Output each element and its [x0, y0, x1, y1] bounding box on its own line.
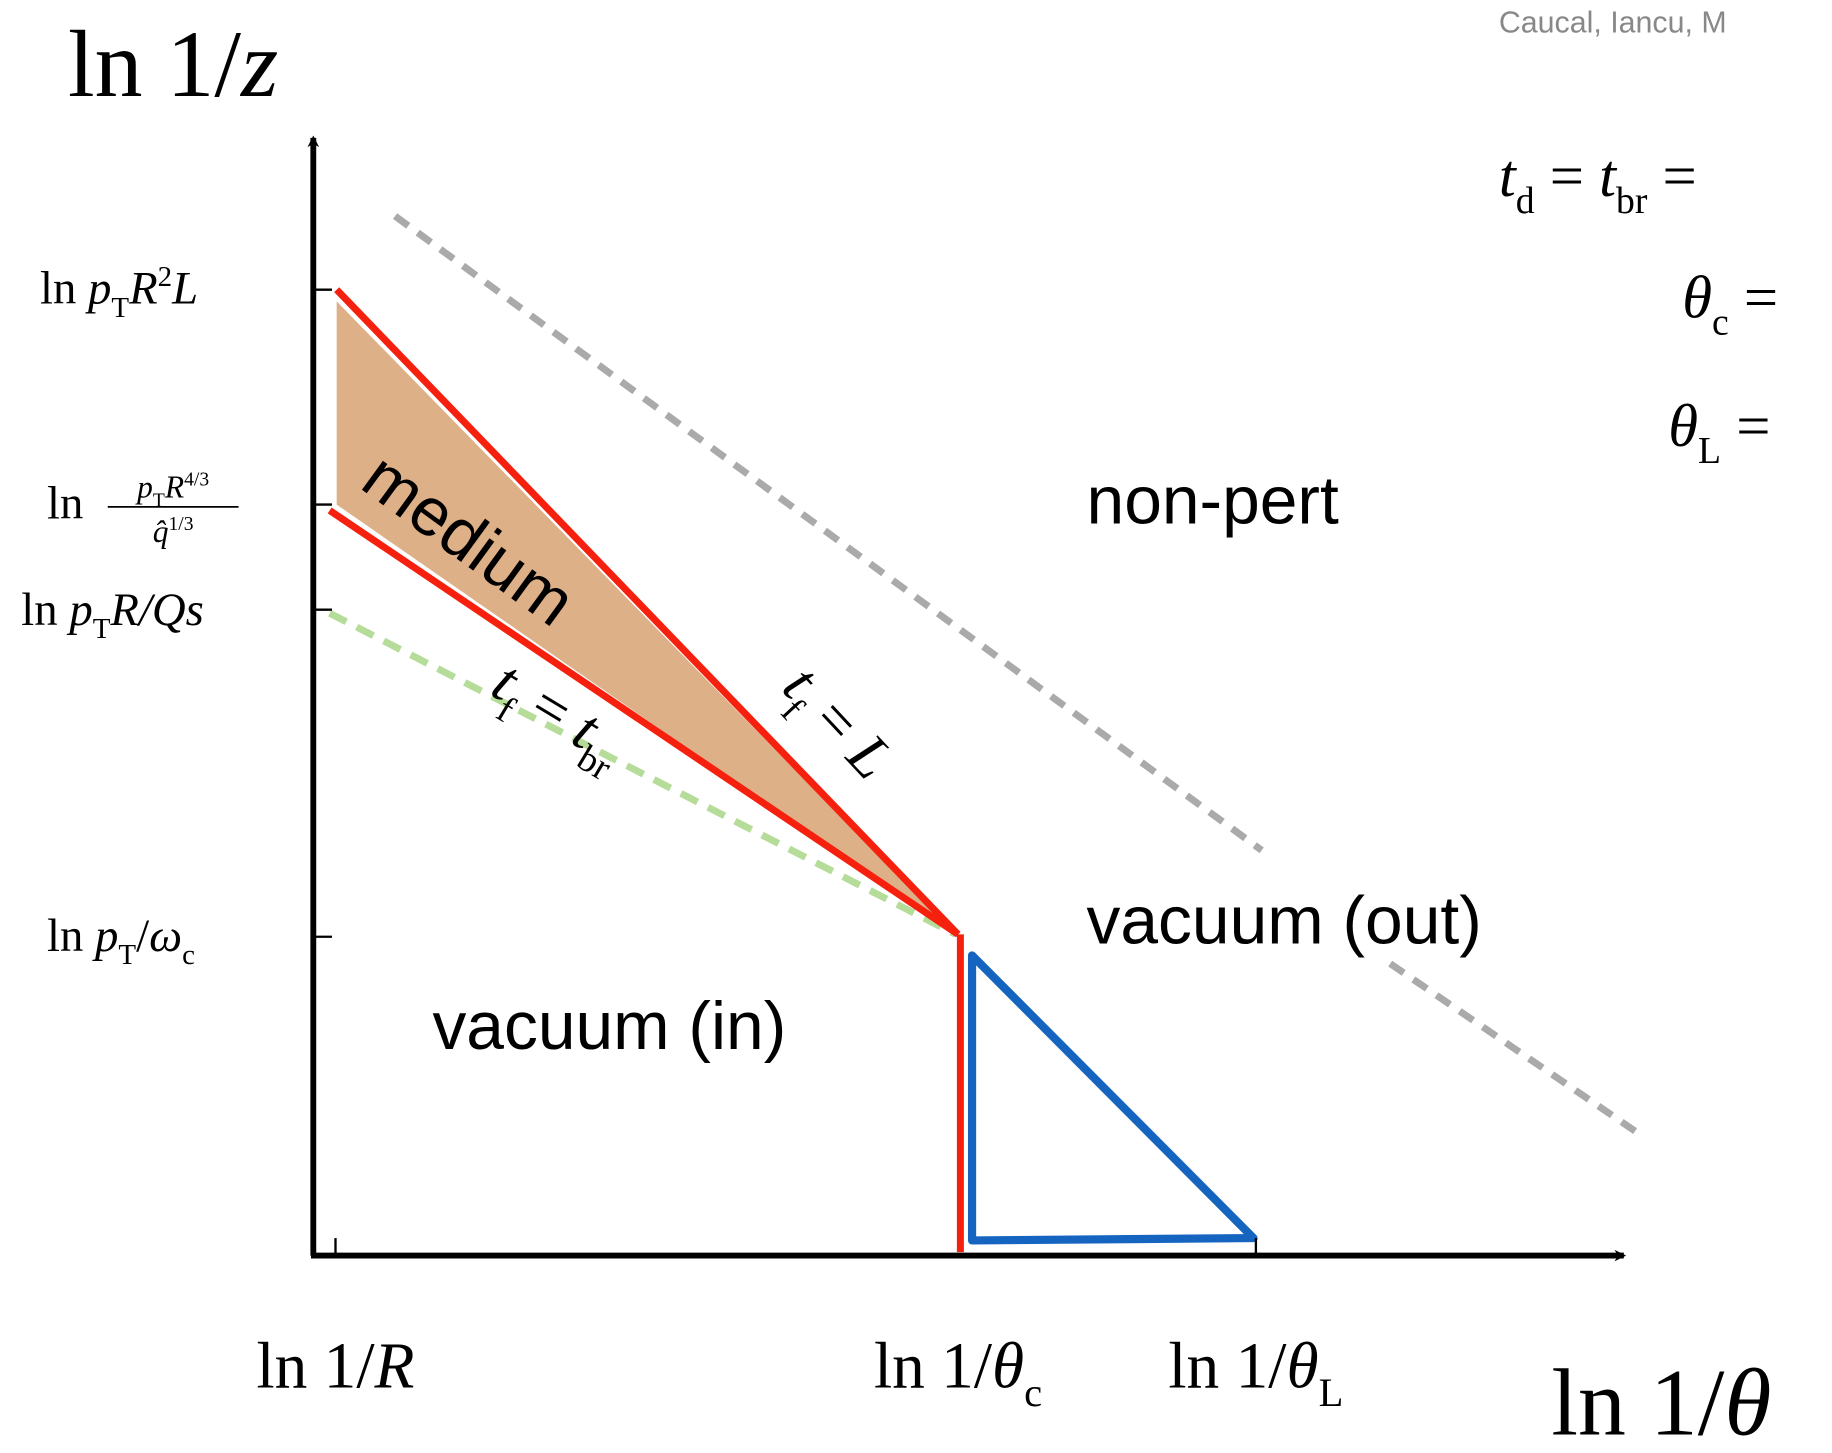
math-part: θ	[1668, 393, 1698, 460]
qs-line	[328, 610, 958, 938]
math-part: =	[1535, 143, 1600, 210]
math-part: ln 1/	[874, 1331, 993, 1403]
math-part: p	[85, 263, 111, 315]
math-part: c	[1712, 302, 1729, 344]
math-part: q̂	[153, 514, 169, 549]
region-label: vacuum (in)	[432, 989, 786, 1064]
math-part: 4/3	[184, 470, 209, 491]
x-tick-label: ln 1/θL	[1168, 1331, 1343, 1415]
math-part: ln 1/	[256, 1331, 375, 1403]
math-part: θ	[1286, 1331, 1318, 1403]
math-part: ln	[47, 910, 95, 962]
equation: td = tbr =	[1499, 143, 1697, 222]
math-part: ln	[40, 263, 88, 315]
math-part: R	[374, 1331, 415, 1403]
citation: Caucal, Iancu, M	[1499, 7, 1727, 40]
x-axis-title: ln 1/θ	[1551, 1349, 1771, 1453]
math-part: ln 1/	[1168, 1331, 1287, 1403]
math-part: /	[136, 910, 149, 962]
math-part: θ	[1724, 1349, 1771, 1453]
math-part: z	[239, 11, 278, 117]
math-part: L	[1698, 430, 1721, 472]
tf-tbr-line	[327, 507, 961, 938]
math-part: ln 1/	[68, 11, 241, 117]
y-axis-title: ln 1/z	[68, 11, 278, 117]
equation: θL =	[1668, 393, 1770, 472]
math-part: p	[66, 584, 92, 636]
math-part: ln 1/	[1551, 1349, 1724, 1453]
region-label: non-pert	[1087, 463, 1339, 538]
math-part: c	[182, 939, 195, 971]
ticks	[313, 288, 1258, 1256]
math-part: c	[1024, 1370, 1042, 1415]
math-part: θ	[1682, 265, 1712, 332]
nonpert-boundary	[392, 213, 1264, 854]
y-tick-label: ln pT/ωc	[47, 910, 195, 971]
x-tick-label: ln 1/R	[256, 1331, 414, 1403]
math-part: R	[164, 470, 184, 505]
math-part: d	[1516, 180, 1535, 222]
math-part: 1/3	[169, 514, 194, 535]
math-part: ln	[21, 584, 69, 636]
equation: θc =	[1682, 265, 1778, 344]
math-part: =	[1647, 143, 1696, 210]
math-part: θ	[992, 1331, 1024, 1403]
blue-triangle	[967, 951, 1258, 1245]
math-part: T	[93, 613, 111, 645]
math-part: t	[1599, 143, 1618, 210]
math-part: 2	[158, 261, 172, 293]
y-tick-label: ln pTR2L	[40, 261, 198, 324]
x-tick-label: ln 1/θc	[874, 1331, 1042, 1415]
y-tick-label: ln	[47, 478, 83, 530]
y-tick-denominator: q̂1/3	[153, 514, 194, 549]
region-label: vacuum (out)	[1087, 884, 1482, 959]
math-part: L	[1319, 1370, 1344, 1415]
nonpert-boundary	[1388, 960, 1640, 1136]
math-part: T	[118, 939, 136, 971]
math-part: p	[135, 470, 153, 505]
math-part: =	[1721, 393, 1770, 460]
math-part: L	[171, 263, 198, 315]
y-tick-label: ln pTR/Qs	[21, 584, 204, 645]
math-part: =	[1729, 265, 1778, 332]
math-part: T	[111, 292, 129, 324]
math-part: ln	[47, 478, 83, 530]
tf-L-line	[334, 287, 961, 937]
math-part: br	[1616, 180, 1648, 222]
math-part: R/Qs	[109, 584, 203, 636]
math-part: T	[153, 490, 165, 511]
math-part: ω	[149, 910, 182, 962]
math-part: R	[128, 263, 158, 315]
y-tick-numerator: pTR4/3	[135, 470, 209, 512]
math-part: p	[92, 910, 118, 962]
math-part: t	[1499, 143, 1518, 210]
